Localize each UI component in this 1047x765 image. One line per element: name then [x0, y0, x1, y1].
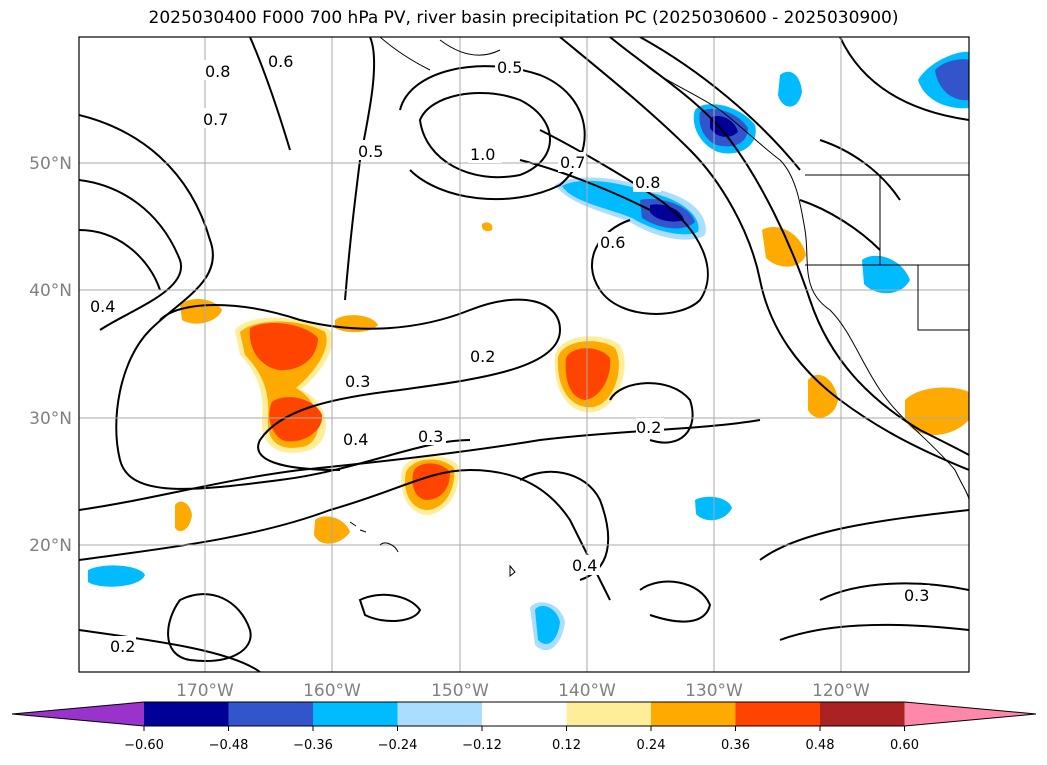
precip-blob-negative	[935, 59, 969, 101]
contour-label: 0.8	[635, 173, 660, 192]
colorbar-tick-label: 0.36	[721, 738, 750, 753]
lon-labels: 170°W 160°W 150°W 140°W 130°W 120°W	[176, 681, 870, 701]
contour-label: 0.4	[572, 556, 597, 575]
colorbar-tick-label: 0.12	[552, 738, 581, 753]
precip-blob-positive	[554, 336, 625, 413]
colorbar-segment	[820, 702, 905, 726]
precip-blob-negative	[862, 255, 910, 294]
colorbar-segment	[397, 702, 482, 726]
precip-blob-negative	[778, 71, 802, 107]
colorbar-segment	[482, 702, 567, 726]
colorbar-tick-label: 0.60	[890, 738, 919, 753]
colorbar-segment	[313, 702, 398, 726]
precip-blob-negative	[88, 565, 145, 587]
precip-shading	[88, 51, 969, 651]
lon-label: 160°W	[303, 681, 361, 701]
lat-label: 50°N	[29, 154, 72, 174]
contour-label-group: 0.8 0.7 0.6 0.5 0.4 0.3 0.2 1.0 0.2 0.3 …	[87, 50, 930, 656]
colorbar-extend-right	[904, 702, 1036, 726]
contour-label: 0.3	[418, 427, 443, 446]
colorbar-segment	[735, 702, 820, 726]
lon-label: 140°W	[558, 681, 616, 701]
colorbar-tick-label: −0.12	[462, 738, 502, 753]
colorbar: −0.60 −0.48 −0.36 −0.24 −0.12 0.12 0.24 …	[11, 701, 1037, 753]
lat-label: 20°N	[29, 536, 72, 556]
contour-label: 0.2	[636, 418, 661, 437]
lat-label: 40°N	[29, 281, 72, 301]
contour-label: 0.4	[343, 430, 368, 449]
colorbar-tick-label: −0.48	[209, 738, 249, 753]
colorbar-ticks	[143, 726, 905, 731]
colorbar-tick-label: 0.24	[637, 738, 666, 753]
colorbar-segment	[144, 702, 229, 726]
contour-label: 0.3	[904, 586, 929, 605]
lat-label: 30°N	[29, 409, 72, 429]
contour-label: 0.2	[110, 637, 135, 656]
map-title: 2025030400 F000 700 hPa PV, river basin …	[148, 8, 899, 28]
contour-label: 0.5	[497, 58, 522, 77]
colorbar-tick-label: −0.24	[378, 738, 418, 753]
contour-label: 0.8	[205, 62, 230, 81]
precip-blob-positive	[180, 298, 378, 453]
lon-label: 130°W	[685, 681, 743, 701]
precip-blob-negative	[555, 177, 706, 240]
lon-label: 150°W	[431, 681, 489, 701]
colorbar-segment	[228, 702, 313, 726]
contour-label: 0.6	[268, 52, 293, 71]
precip-blob-positive	[481, 222, 493, 232]
contour-label: 0.2	[470, 347, 495, 366]
map-frame	[78, 36, 970, 673]
contour-label: 0.3	[345, 372, 370, 391]
coastline	[349, 37, 969, 578]
lon-label: 170°W	[176, 681, 234, 701]
pv-contours	[79, 37, 969, 672]
contour-label: 0.5	[358, 142, 383, 161]
lat-labels: 50°N 40°N 30°N 20°N	[29, 154, 72, 556]
precip-blob-positive	[905, 387, 969, 435]
precip-blob-positive	[762, 227, 806, 267]
lon-label: 120°W	[812, 681, 870, 701]
contour-label: 0.4	[90, 297, 115, 316]
colorbar-segment	[566, 702, 651, 726]
colorbar-tick-label: −0.60	[124, 738, 164, 753]
precip-blob-negative	[535, 606, 560, 644]
colorbar-segment	[651, 702, 736, 726]
contour-label: 0.6	[600, 233, 625, 252]
contour-label: 0.7	[560, 153, 585, 172]
colorbar-tick-label: −0.36	[293, 738, 333, 753]
precip-blob-positive	[401, 455, 459, 515]
graticule	[79, 37, 969, 672]
colorbar-tick-label: 0.48	[806, 738, 835, 753]
precip-blob-positive	[175, 501, 192, 532]
colorbar-extend-left	[12, 702, 144, 726]
precip-blob-positive	[808, 374, 838, 418]
contour-label: 0.7	[203, 110, 228, 129]
contour-label: 1.0	[470, 145, 495, 164]
